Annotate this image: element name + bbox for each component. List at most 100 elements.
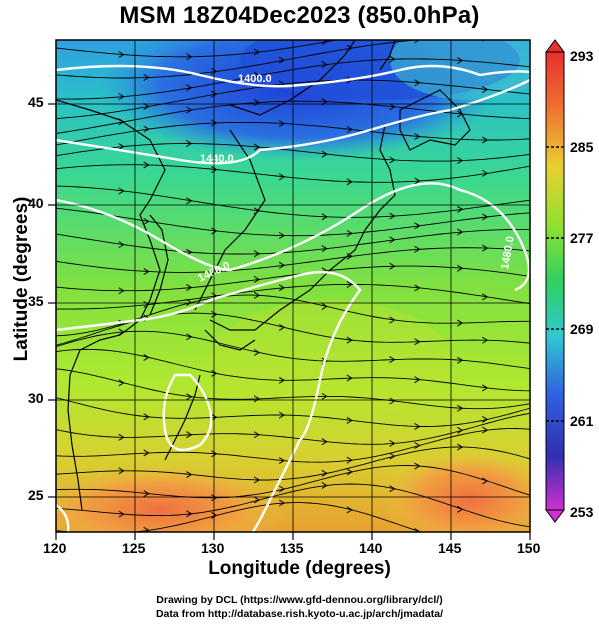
colorbar-label: 293 (570, 48, 594, 64)
streamline-arrow (482, 244, 489, 252)
streamline-arrow (321, 213, 328, 221)
streamline-arrow (457, 228, 464, 236)
streamline-arrow (253, 48, 261, 56)
streamline-arrow (143, 161, 150, 169)
y-tick-label: 45 (28, 94, 44, 110)
streamline-arrow (118, 51, 125, 59)
streamline-arrow (414, 376, 421, 384)
streamline-arrow (118, 187, 125, 195)
streamline-arrow (482, 384, 489, 392)
streamline-arrow (211, 67, 218, 75)
colorbar-label: 261 (570, 413, 594, 429)
streamline-arrow (253, 496, 261, 504)
contour-label: 1440.0 (200, 153, 234, 165)
graticule (56, 40, 530, 532)
y-tick-label: 25 (28, 487, 44, 503)
streamline-arrow (143, 413, 150, 421)
streamline-arrow (186, 510, 193, 518)
streamline-arrow (482, 415, 489, 423)
streamline-arrow (253, 72, 261, 79)
streamline-arrow (390, 26, 395, 32)
streamline-arrow (278, 376, 286, 384)
streamline-arrow (186, 284, 193, 291)
x-tick-label: 135 (280, 540, 304, 556)
y-tick-label: 35 (28, 293, 44, 309)
streamline-arrow (211, 512, 218, 519)
colorbar-label: 253 (570, 504, 594, 520)
streamline-arrow (186, 197, 193, 205)
streamline-arrow (118, 510, 125, 518)
streamline-arrow (253, 143, 261, 151)
streamline-arrow (457, 426, 464, 434)
streamline-arrow (253, 349, 261, 356)
x-tick-label: 150 (517, 540, 541, 556)
streamline-arrow (414, 245, 421, 253)
streamline-arrow (414, 284, 421, 292)
streamline-arrow (321, 303, 328, 310)
streamline-arrow (389, 236, 396, 244)
streamline-arrow (211, 119, 218, 127)
streamline-arrow (389, 356, 396, 364)
streamline-arrow (346, 252, 353, 260)
streamline-arrow (321, 469, 328, 477)
streamline-arrow (457, 319, 464, 327)
streamline-arrow (143, 449, 150, 457)
streamline-arrow (118, 379, 125, 387)
streamline-arrow (389, 103, 396, 111)
streamline-arrow (346, 468, 353, 476)
streamline-arrow (211, 310, 218, 318)
streamline-arrow (186, 53, 193, 61)
streamline-arrow (253, 476, 261, 484)
streamline-arrow (253, 431, 261, 439)
y-tick-label: 40 (28, 195, 44, 211)
streamline-arrow (253, 250, 261, 258)
streamline-arrow (211, 166, 218, 174)
streamline-arrow (457, 443, 464, 451)
streamline-arrow (211, 227, 218, 235)
streamline-arrow (482, 336, 489, 344)
colorbar-label: 269 (570, 321, 594, 337)
streamline-arrow (211, 369, 218, 377)
streamline-arrow (278, 232, 286, 240)
streamline-arrow (253, 291, 261, 299)
x-tick-label: 120 (43, 540, 67, 556)
streamline-arrow (457, 505, 464, 513)
streamline-arrow (143, 125, 150, 133)
streamline-arrow (482, 426, 489, 434)
streamline-arrow (143, 217, 150, 225)
streamline-arrow (321, 392, 328, 400)
streamline-arrow (143, 74, 150, 81)
streamline-arrow (389, 397, 396, 405)
streamline-arrow (414, 222, 421, 230)
streamline-arrow (482, 213, 489, 221)
streamline-arrow (346, 229, 353, 237)
streamline-arrow (143, 490, 150, 498)
contour-label: 1480.0 (499, 235, 517, 270)
y-axis-label: Latitude (degrees) (11, 196, 32, 362)
streamline-arrow (143, 301, 150, 308)
streamline-arrow (118, 143, 125, 150)
streamline-arrow (482, 86, 489, 93)
streamline-arrow (253, 276, 261, 283)
streamline-arrow (211, 494, 218, 502)
streamline-arrow (346, 126, 353, 133)
streamline-arrow (186, 393, 193, 401)
streamline-arrow (186, 299, 193, 306)
streamline-arrow (186, 84, 193, 92)
coastlines (56, 40, 471, 511)
streamline-arrow (118, 93, 125, 101)
streamline-arrow (457, 205, 464, 213)
streamline-arrow (389, 55, 396, 63)
streamline-arrow (118, 467, 125, 475)
streamline-arrow (186, 471, 193, 478)
streamline-arrow (389, 212, 396, 220)
streamline-arrow (457, 17, 462, 23)
streamline-arrow (414, 462, 421, 470)
streamline-arrow (278, 411, 286, 419)
streamline-arrow (482, 293, 489, 301)
streamline-arrow (457, 57, 464, 64)
streamline-arrow (278, 485, 286, 493)
streamline-arrow (186, 140, 193, 147)
x-axis-label: Longitude (degrees) (208, 558, 391, 579)
streamline-arrow (389, 452, 396, 460)
